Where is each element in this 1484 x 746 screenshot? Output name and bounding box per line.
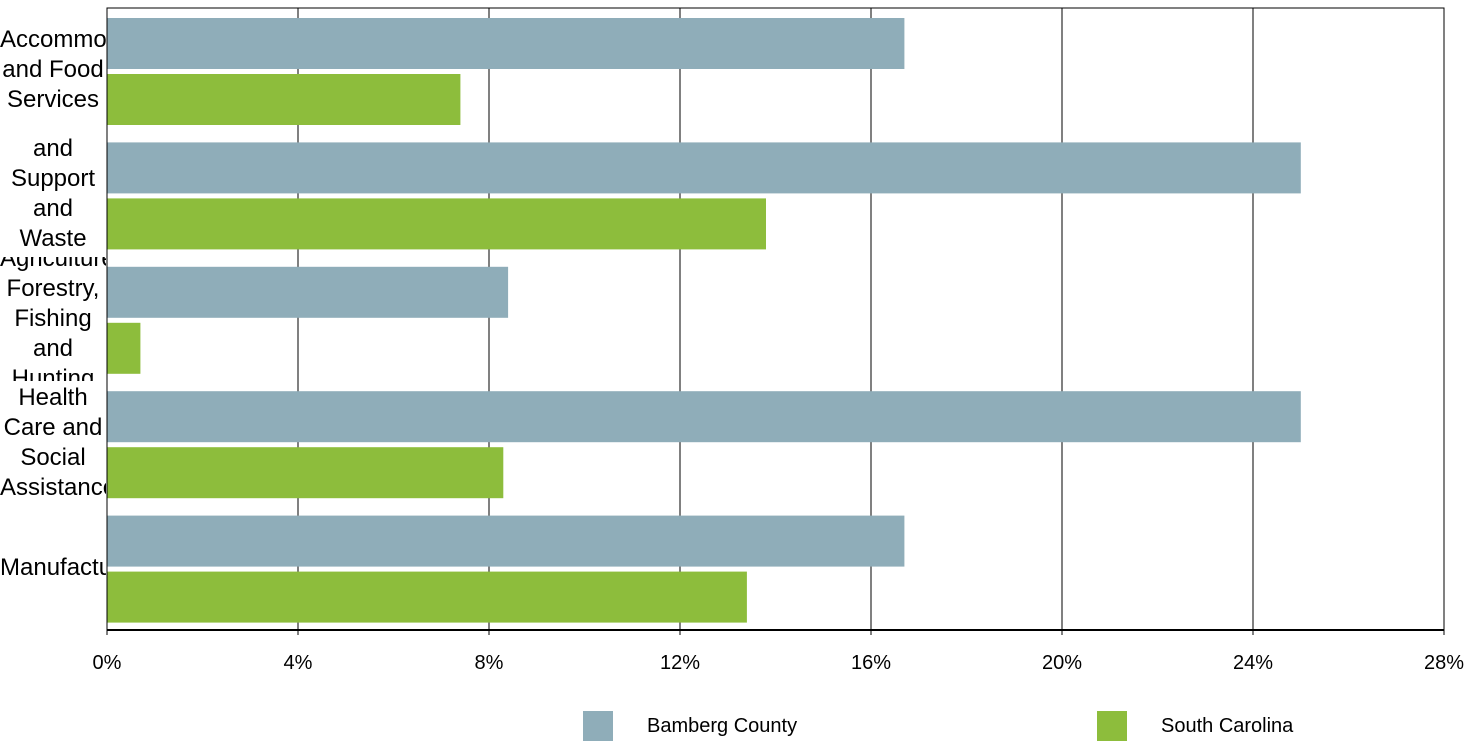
legend-item-bamberg: Bamberg County	[583, 706, 797, 746]
bar-south-carolina	[107, 198, 766, 250]
legend-label-south-carolina: South Carolina	[1161, 714, 1294, 737]
category-label: Manufacturing	[0, 506, 106, 630]
bar-south-carolina	[107, 571, 747, 623]
category-label: Accommodation and Food Services	[0, 8, 106, 132]
category-label: Administrative and Support and Waste Man…	[0, 132, 106, 256]
x-tick-label: 0%	[93, 652, 122, 674]
x-tick-label: 4%	[284, 652, 313, 674]
category-label-text: Administrative and Support and Waste Man…	[0, 135, 106, 256]
x-tick-label: 12%	[660, 652, 700, 674]
category-label: Health Care and Social Assistance	[0, 381, 106, 505]
x-tick-labels: 0% 4% 8% 12% 16% 20% 24% 28%	[93, 630, 1464, 674]
legend-item-south-carolina: South Carolina	[1097, 706, 1293, 746]
x-tick-label: 24%	[1233, 652, 1273, 674]
category-label-text: Health Care and Social Assistance	[0, 384, 106, 502]
bar-bamberg	[107, 391, 1301, 443]
x-tick-label: 20%	[1042, 652, 1082, 674]
legend-swatch-south-carolina	[1097, 711, 1127, 741]
category-label-text: Manufacturing	[0, 553, 106, 581]
x-tick-label: 16%	[851, 652, 891, 674]
bar-south-carolina	[107, 447, 504, 499]
bar-bamberg	[107, 515, 905, 567]
bar-bamberg	[107, 142, 1301, 194]
x-tick-label: 8%	[475, 652, 504, 674]
category-label-text: Accommodation and Food Services	[0, 26, 106, 113]
legend-swatch-bamberg	[583, 711, 613, 741]
category-label-text: Agriculture, Forestry, Fishing and Hunti…	[0, 256, 106, 381]
bars	[107, 18, 1301, 623]
bar-south-carolina	[107, 322, 141, 374]
bar-bamberg	[107, 266, 509, 318]
legend-label-bamberg: Bamberg County	[647, 714, 798, 737]
bar-bamberg	[107, 18, 905, 69]
bar-south-carolina	[107, 74, 461, 125]
x-tick-label: 28%	[1424, 652, 1464, 674]
category-label: Agriculture, Forestry, Fishing and Hunti…	[0, 257, 106, 381]
